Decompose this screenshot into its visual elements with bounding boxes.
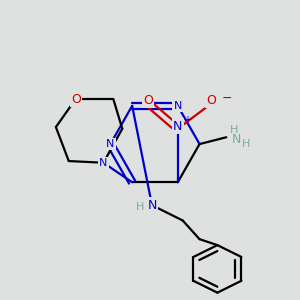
Text: O: O [143, 94, 153, 107]
Text: H: H [136, 202, 144, 212]
Text: +: + [183, 115, 191, 125]
Text: N: N [106, 139, 115, 149]
Text: O: O [71, 92, 81, 106]
Text: N: N [174, 101, 182, 111]
Text: H: H [242, 139, 250, 149]
Text: −: − [222, 92, 232, 105]
Text: N: N [232, 133, 241, 146]
Text: N: N [173, 120, 182, 133]
Text: N: N [99, 158, 108, 168]
Text: N: N [147, 199, 157, 212]
Text: H: H [230, 125, 238, 136]
Text: O: O [206, 94, 216, 107]
